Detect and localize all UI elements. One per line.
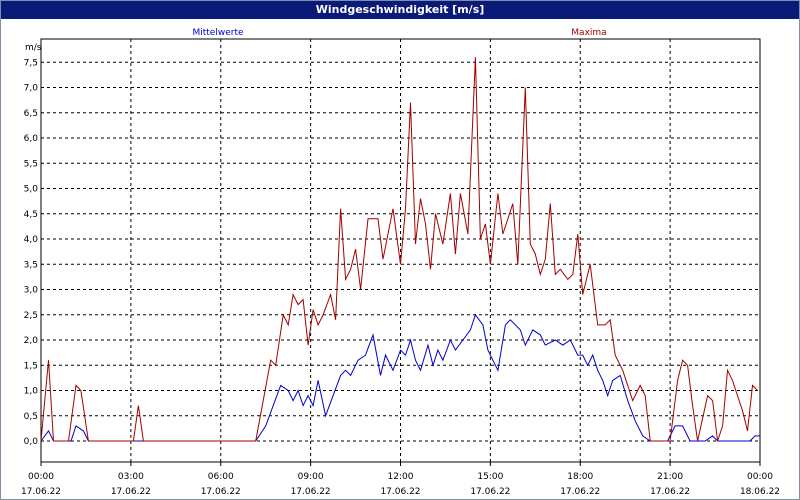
- y-tick-label: 3,5: [24, 260, 38, 270]
- series-line-maxima: [40, 57, 758, 442]
- x-tick-time: 00:00: [747, 472, 773, 482]
- y-tick-label: 6,5: [24, 109, 38, 119]
- x-tick-date: 17.06.22: [560, 487, 600, 497]
- x-tick-date: 17.06.22: [111, 487, 151, 497]
- series-line-mittelwerte: [40, 313, 760, 442]
- x-tick-date: 17.06.22: [201, 487, 241, 497]
- x-tick-date: 18.06.22: [740, 487, 780, 497]
- x-tick-date: 17.06.22: [470, 487, 510, 497]
- x-tick-time: 15:00: [477, 472, 503, 482]
- y-tick-label: 1,0: [24, 387, 39, 397]
- x-tick-time: 12:00: [388, 472, 414, 482]
- y-tick-label: 4,0: [24, 235, 39, 245]
- x-tick-time: 00:00: [28, 472, 54, 482]
- legend-maxima[interactable]: Maxima: [571, 28, 606, 38]
- y-tick-label: 6,0: [24, 134, 39, 144]
- x-tick-date: 17.06.22: [650, 487, 690, 497]
- x-tick-time: 06:00: [208, 472, 234, 482]
- y-tick-label: 2,0: [24, 336, 39, 346]
- x-tick-time: 03:00: [118, 472, 144, 482]
- y-tick-label: 0,0: [24, 437, 39, 447]
- y-tick-label: 2,5: [24, 311, 38, 321]
- chart-title: Windgeschwindigkeit [m/s]: [1, 1, 799, 19]
- x-tick-date: 17.06.22: [21, 487, 61, 497]
- series-lines: [40, 57, 760, 442]
- x-tick-date: 17.06.22: [291, 487, 331, 497]
- y-tick-label: 0,5: [24, 412, 38, 422]
- x-tick-date: 17.06.22: [380, 487, 420, 497]
- x-tick-time: 18:00: [567, 472, 593, 482]
- y-tick-label: 3,0: [24, 286, 39, 296]
- x-axis-ticks: 00:00 17.06.22 03:00 17.06.22 06:00 17.06.22 0…: [21, 462, 780, 497]
- y-axis-ticks: 0,0 0,5 1,0 1,5 2,0 2,5 3,0 3,5 4,0 4,5 5,0 5,5 6,0 6…: [24, 58, 39, 447]
- y-tick-label: 7,5: [24, 58, 38, 68]
- x-tick-time: 21:00: [657, 472, 683, 482]
- y-tick-label: 5,5: [24, 159, 38, 169]
- x-tick-time: 09:00: [298, 472, 324, 482]
- y-tick-label: 4,5: [24, 210, 38, 220]
- y-tick-label: 1,5: [24, 361, 38, 371]
- legend-mittelwerte[interactable]: Mittelwerte: [192, 28, 243, 38]
- y-tick-label: 5,0: [24, 185, 39, 195]
- grid-lines: [41, 39, 760, 462]
- y-axis-label: m/s: [25, 43, 42, 53]
- y-tick-label: 7,0: [24, 84, 39, 94]
